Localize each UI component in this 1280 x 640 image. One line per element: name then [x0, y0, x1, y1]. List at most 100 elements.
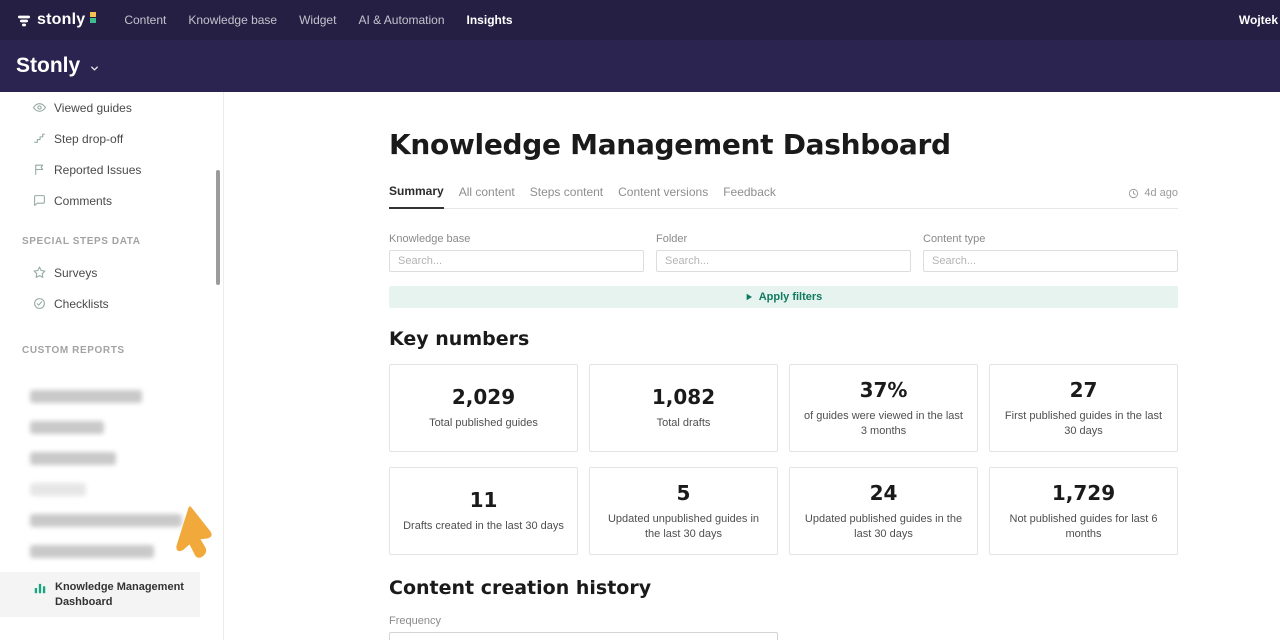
user-menu[interactable]: Wojtek K	[1238, 13, 1280, 27]
stat-label: First published guides in the last 30 da…	[1004, 409, 1163, 437]
sidebar-item-checklists[interactable]: Checklists	[0, 288, 223, 319]
stat-card-first-published: 27 First published guides in the last 30…	[989, 364, 1178, 452]
filter-label: Content type	[923, 233, 986, 245]
workspace-title[interactable]: Stonly	[16, 54, 81, 77]
frequency-value: Monthly	[400, 638, 442, 640]
logo-accent-squares-icon	[90, 12, 97, 23]
star-icon	[33, 266, 46, 278]
apply-filters-button[interactable]: Apply filters	[389, 286, 1178, 308]
key-numbers-grid: 2,029 Total published guides 1,082 Total…	[389, 364, 1178, 555]
sidebar-item-label: Viewed guides	[54, 100, 132, 115]
sidebar-item-reported-issues[interactable]: Reported Issues	[0, 154, 223, 185]
content-history-heading: Content creation history	[389, 577, 652, 599]
main-content: Knowledge Management Dashboard Summary A…	[224, 92, 1280, 640]
stat-label: Total drafts	[656, 417, 711, 430]
redacted-report-item[interactable]	[30, 390, 142, 403]
key-numbers-heading: Key numbers	[389, 328, 530, 350]
nav-item-content[interactable]: Content	[124, 13, 167, 27]
main-layout: Viewed guides Step drop-off Reported Iss…	[0, 92, 1280, 640]
stat-value: 5	[676, 480, 691, 505]
folder-search-input[interactable]	[656, 250, 911, 272]
top-navbar: stonly Content Knowledge base Widget AI …	[0, 0, 1280, 40]
redacted-report-item[interactable]	[30, 514, 182, 527]
tab-feedback[interactable]: Feedback	[723, 185, 776, 199]
redacted-report-item[interactable]	[30, 452, 116, 465]
stat-card-not-published: 1,729 Not published guides for last 6 mo…	[989, 467, 1178, 555]
filters-row: Knowledge base Folder Content type	[389, 233, 1178, 272]
nav-item-knowledge-base[interactable]: Knowledge base	[188, 13, 278, 27]
tab-steps-content[interactable]: Steps content	[529, 185, 604, 199]
sidebar-section-custom-reports: CUSTOM REPORTS	[22, 345, 125, 356]
stat-value: 1,082	[651, 385, 716, 410]
flag-icon	[35, 164, 44, 175]
stat-value: 24	[869, 480, 898, 505]
filter-content-type: Content type	[923, 233, 1178, 272]
stonly-logo[interactable]: stonly	[16, 11, 97, 29]
stat-card-drafts-created: 11 Drafts created in the last 30 days	[389, 467, 578, 555]
redacted-report-item[interactable]	[30, 421, 104, 434]
apply-filters-label: Apply filters	[758, 291, 823, 303]
stat-label: Total published guides	[429, 417, 538, 430]
nav-item-widget[interactable]: Widget	[299, 13, 337, 27]
comment-icon	[34, 195, 45, 206]
last-updated-text: 4d ago	[1144, 187, 1178, 199]
check-circle-icon	[34, 298, 45, 309]
page-title: Knowledge Management Dashboard	[389, 128, 951, 161]
stat-value: 2,029	[451, 385, 516, 410]
tab-content-versions[interactable]: Content versions	[618, 185, 709, 199]
sidebar-item-viewed-guides[interactable]: Viewed guides	[0, 92, 223, 123]
clock-icon	[1129, 188, 1139, 198]
redacted-report-item[interactable]	[30, 483, 86, 496]
sidebar-item-comments[interactable]: Comments	[0, 185, 223, 216]
sidebar-item-label: Knowledge Management Dashboard	[55, 581, 184, 608]
stat-value: 27	[1069, 377, 1098, 402]
sidebar-item-knowledge-management-dashboard[interactable]: Knowledge Management Dashboard	[0, 572, 200, 617]
frequency-control: Frequency Monthly	[389, 615, 1178, 640]
sidebar-item-label: Surveys	[54, 265, 98, 280]
logo-mark-icon	[18, 15, 30, 27]
stat-value: 1,729	[1051, 480, 1116, 505]
knowledge-base-search-input[interactable]	[389, 250, 644, 272]
sidebar-item-label: Reported Issues	[54, 162, 142, 177]
filter-knowledge-base: Knowledge base	[389, 233, 644, 272]
logo-text: stonly	[37, 11, 86, 28]
sidebar-item-label: Comments	[54, 193, 113, 208]
frequency-select[interactable]: Monthly	[389, 632, 778, 640]
stat-label: Updated published guides in the last 30 …	[804, 512, 963, 540]
filter-folder: Folder	[656, 233, 911, 272]
tab-all-content[interactable]: All content	[458, 185, 515, 199]
sidebar: Viewed guides Step drop-off Reported Iss…	[0, 92, 224, 640]
sidebar-item-label: Checklists	[54, 296, 109, 311]
sidebar-item-label: Step drop-off	[54, 131, 124, 146]
stat-label: Not published guides for last 6 months	[1009, 512, 1158, 540]
stat-card-updated-published: 24 Updated published guides in the last …	[789, 467, 978, 555]
primary-nav: Content Knowledge base Widget AI & Autom…	[124, 13, 512, 27]
play-icon	[746, 293, 752, 301]
stat-card-total-published-guides: 2,029 Total published guides	[389, 364, 578, 452]
stat-label: of guides were viewed in the last 3 mont…	[804, 409, 963, 437]
stat-label: Drafts created in the last 30 days	[403, 520, 564, 533]
last-updated: 4d ago	[1128, 187, 1178, 208]
redacted-report-item[interactable]	[30, 545, 154, 558]
sidebar-item-surveys[interactable]: Surveys	[0, 257, 223, 288]
sidebar-item-step-drop-off[interactable]: Step drop-off	[0, 123, 223, 154]
tabs-bar: Summary All content Steps content Conten…	[389, 184, 1178, 209]
sidebar-scrollbar[interactable]	[216, 170, 220, 285]
filter-label: Knowledge base	[389, 233, 471, 245]
steps-icon	[34, 133, 45, 143]
sidebar-section-special-steps-data: SPECIAL STEPS DATA	[22, 236, 141, 247]
tab-summary[interactable]: Summary	[389, 184, 444, 209]
redacted-report-list	[0, 366, 223, 589]
nav-item-insights[interactable]: Insights	[466, 13, 513, 27]
content-type-search-input[interactable]	[923, 250, 1178, 272]
stat-value: 37%	[859, 377, 908, 402]
bar-chart-icon	[34, 584, 46, 594]
eye-icon	[33, 103, 46, 112]
filter-label: Folder	[656, 233, 688, 245]
stat-card-viewed-percent: 37% of guides were viewed in the last 3 …	[789, 364, 978, 452]
nav-item-ai-automation[interactable]: AI & Automation	[358, 13, 445, 27]
stat-card-total-drafts: 1,082 Total drafts	[589, 364, 778, 452]
stat-label: Updated unpublished guides in the last 3…	[607, 512, 760, 540]
stat-value: 11	[469, 488, 498, 513]
chevron-down-icon[interactable]	[89, 63, 100, 74]
